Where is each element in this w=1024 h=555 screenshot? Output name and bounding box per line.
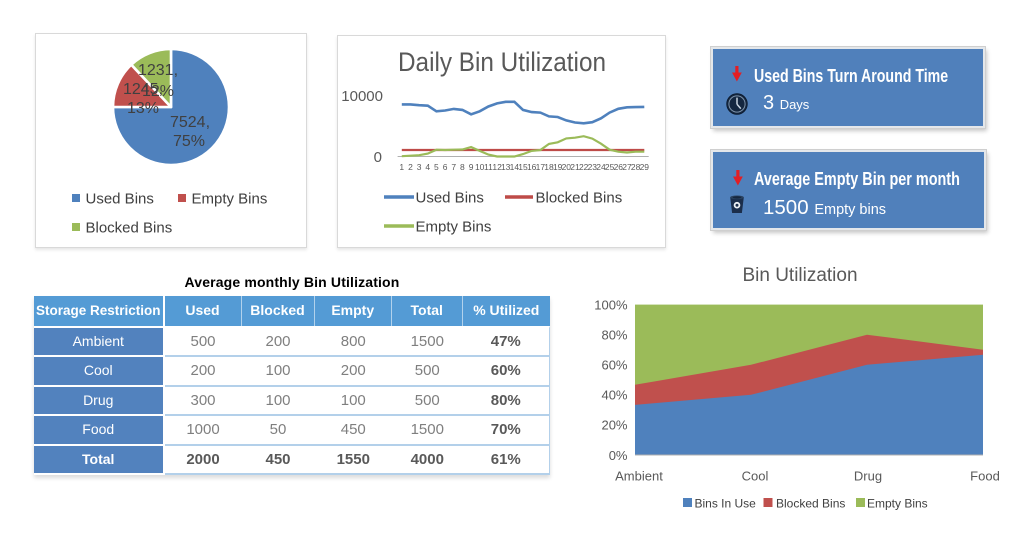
svg-text:24: 24 — [596, 162, 606, 172]
svg-text:29: 29 — [640, 162, 650, 172]
svg-text:Empty Bins: Empty Bins — [416, 219, 492, 236]
svg-text:Bin Utilization: Bin Utilization — [743, 265, 858, 286]
svg-text:20: 20 — [562, 162, 572, 172]
svg-text:6: 6 — [443, 162, 448, 172]
svg-text:8: 8 — [460, 162, 465, 172]
svg-text:Ambient: Ambient — [615, 469, 663, 484]
svg-text:26: 26 — [614, 162, 624, 172]
svg-text:11: 11 — [484, 162, 493, 172]
svg-text:75%: 75% — [173, 133, 205, 150]
svg-text:Cool: Cool — [742, 469, 769, 484]
svg-text:Empty Bins: Empty Bins — [867, 497, 928, 511]
svg-text:0: 0 — [374, 149, 382, 166]
svg-text:9: 9 — [469, 162, 474, 172]
svg-text:10000: 10000 — [341, 88, 383, 105]
svg-text:Empty Bins: Empty Bins — [192, 191, 268, 208]
svg-text:Blocked Bins: Blocked Bins — [536, 190, 623, 207]
svg-text:0%: 0% — [609, 448, 628, 463]
svg-text:4: 4 — [425, 162, 430, 172]
svg-text:80%: 80% — [601, 327, 627, 342]
svg-text:2: 2 — [408, 162, 413, 172]
svg-text:Used Bins: Used Bins — [416, 190, 484, 207]
svg-text:27: 27 — [622, 162, 632, 172]
svg-text:1231,: 1231, — [138, 62, 178, 79]
svg-text:100%: 100% — [594, 297, 628, 312]
svg-text:28: 28 — [631, 162, 641, 172]
svg-text:16: 16 — [527, 162, 537, 172]
svg-text:25: 25 — [605, 162, 615, 172]
svg-text:7524,: 7524, — [170, 114, 210, 131]
svg-text:Blocked Bins: Blocked Bins — [86, 220, 173, 237]
svg-text:Used Bins: Used Bins — [86, 191, 154, 208]
svg-text:23: 23 — [588, 162, 598, 172]
svg-text:14: 14 — [510, 162, 520, 172]
svg-text:18: 18 — [544, 162, 554, 172]
svg-text:5: 5 — [434, 162, 439, 172]
svg-text:13: 13 — [501, 162, 511, 172]
svg-text:17: 17 — [536, 162, 546, 172]
svg-text:15: 15 — [518, 162, 528, 172]
svg-text:Bins In Use: Bins In Use — [695, 497, 757, 511]
svg-text:19: 19 — [553, 162, 563, 172]
svg-text:3: 3 — [417, 162, 422, 172]
svg-text:1: 1 — [399, 162, 404, 172]
svg-text:10: 10 — [475, 162, 485, 172]
svg-text:7: 7 — [451, 162, 456, 172]
svg-text:1245,: 1245, — [123, 81, 163, 98]
svg-text:Drug: Drug — [854, 469, 882, 484]
svg-text:12: 12 — [492, 162, 502, 172]
svg-text:Daily Bin Utilization: Daily Bin Utilization — [398, 47, 606, 77]
svg-text:22: 22 — [579, 162, 589, 172]
svg-text:12%: 12% — [142, 83, 174, 100]
svg-text:40%: 40% — [601, 388, 627, 403]
svg-text:Food: Food — [970, 469, 1000, 484]
svg-text:60%: 60% — [601, 358, 627, 373]
svg-text:13%: 13% — [127, 100, 159, 117]
svg-text:21: 21 — [570, 162, 580, 172]
svg-text:20%: 20% — [601, 418, 627, 433]
svg-text:Blocked Bins: Blocked Bins — [776, 497, 845, 511]
